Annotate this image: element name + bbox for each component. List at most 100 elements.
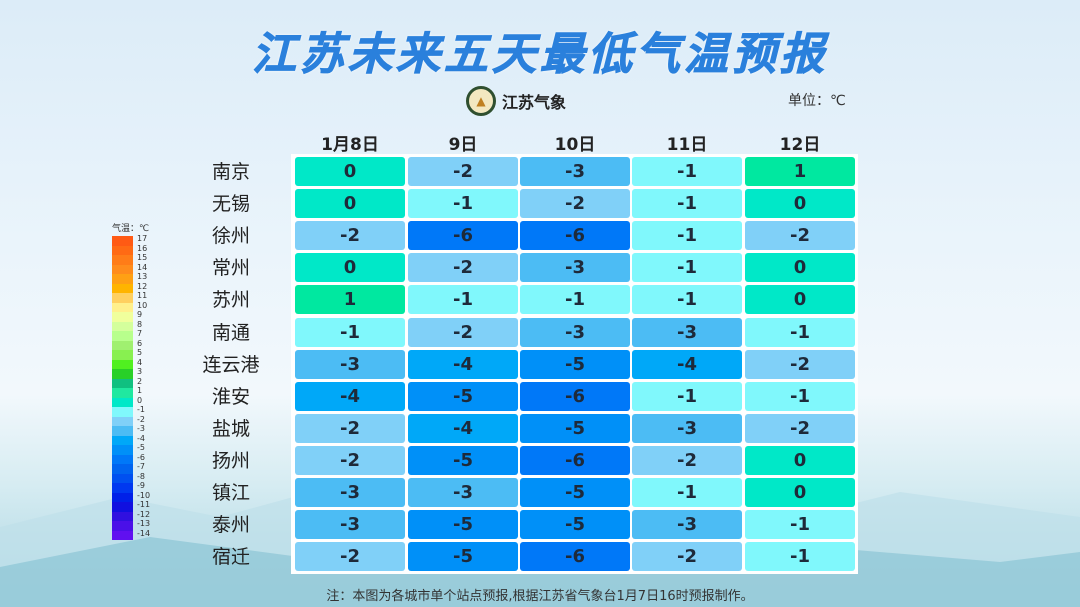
city-label: 镇江: [211, 482, 250, 504]
legend-label: 9: [137, 310, 143, 319]
temperature-cell: -1: [520, 285, 630, 315]
temperature-cell: -2: [295, 221, 405, 251]
logo: ▲ 江苏气象: [466, 86, 566, 116]
temperature-cell: -1: [632, 157, 742, 186]
legend-swatch: -3: [112, 424, 145, 436]
page-title: 江苏未来五天最低气温预报: [252, 29, 828, 81]
pagoda-emblem-icon: ▲: [466, 86, 496, 116]
temperature-cell: -3: [520, 317, 630, 347]
legend-swatch: -7: [112, 462, 145, 474]
temperature-cell: -1: [632, 221, 742, 251]
temperature-cell: 0: [745, 478, 855, 507]
legend-swatch: 2: [112, 377, 142, 388]
temperature-cell: -6: [520, 221, 630, 251]
temperature-cell: -2: [408, 253, 518, 283]
legend-label: 0: [137, 395, 143, 405]
legend-swatch: -1: [112, 405, 145, 417]
legend-label: 8: [137, 319, 143, 329]
temperature-cell: -3: [632, 413, 742, 443]
legend-swatch: 0: [112, 396, 142, 407]
temperature-cell: -1: [745, 510, 855, 540]
legend-label: 14: [137, 262, 148, 272]
legend-swatch: -4: [112, 434, 145, 445]
legend-swatch: -5: [112, 443, 145, 455]
legend-swatch: -8: [112, 472, 145, 483]
legend-label: 7: [137, 329, 143, 338]
column-header: 12日: [779, 135, 821, 155]
legend-label: 17: [137, 234, 148, 243]
city-label: 连云港: [202, 353, 260, 376]
temperature-cell: -2: [745, 221, 855, 251]
legend-swatch: -11: [112, 500, 150, 512]
legend-label: -9: [137, 481, 145, 490]
temperature-cell: -2: [745, 349, 855, 379]
column-header: 11日: [666, 135, 708, 155]
temperature-cell: 0: [745, 445, 855, 475]
temperature-cell: 0: [295, 189, 405, 219]
temperature-cell: -6: [520, 542, 630, 572]
legend-swatch: -12: [112, 510, 150, 521]
legend-label: -4: [137, 433, 145, 443]
temperature-cell: -5: [408, 510, 518, 540]
temperature-cell: -5: [408, 542, 518, 572]
legend-swatch: -2: [112, 415, 145, 426]
city-label: 苏州: [211, 289, 250, 312]
temperature-cell: -1: [745, 317, 855, 347]
temperature-cell: -2: [745, 413, 855, 443]
legend-swatch: 3: [112, 367, 142, 379]
city-label: 南通: [211, 321, 250, 344]
temperature-cell: -1: [408, 189, 518, 219]
temperature-cell: -5: [408, 381, 518, 411]
column-header: 1月8日: [321, 135, 379, 155]
temperature-cell: 1: [295, 285, 405, 315]
temperature-cell: -5: [520, 478, 630, 507]
temperature-cell: 0: [745, 285, 855, 315]
legend-swatch: 17: [112, 234, 147, 246]
legend-swatch: 14: [112, 263, 147, 274]
temperature-cell: -1: [632, 381, 742, 411]
legend-label: -14: [137, 528, 151, 538]
legend-swatch: 5: [112, 348, 142, 360]
temperature-cell: -3: [520, 253, 630, 283]
legend-label: -13: [137, 519, 151, 528]
legend-swatch: 10: [112, 301, 147, 312]
legend-label: -8: [137, 471, 145, 481]
temperature-cell: 1: [745, 157, 855, 186]
temperature-cell: -6: [520, 381, 630, 411]
legend-swatch: 9: [112, 310, 142, 322]
city-label: 常州: [211, 257, 250, 280]
column-header: 9日: [448, 135, 478, 155]
temperature-cell: -3: [295, 349, 405, 379]
legend-label: -2: [137, 414, 145, 424]
temperature-cell: -2: [295, 445, 405, 475]
temperature-cell: -4: [295, 381, 405, 411]
temperature-cell: -3: [295, 510, 405, 540]
legend-label: -1: [137, 405, 145, 414]
legend-swatch: 11: [112, 291, 147, 303]
legend-label: 2: [137, 376, 143, 386]
city-label: 淮安: [211, 385, 250, 408]
legend-swatch: -14: [112, 529, 150, 540]
legend-label: 16: [137, 243, 148, 253]
legend-swatch: 6: [112, 339, 142, 350]
legend-label: 4: [137, 357, 143, 367]
legend-label: 3: [137, 367, 143, 376]
legend-swatch: 16: [112, 244, 147, 255]
legend-swatch: -9: [112, 481, 145, 493]
legend-label: -12: [137, 509, 151, 519]
temperature-cell: -3: [632, 317, 742, 347]
city-label: 泰州: [211, 514, 250, 537]
temperature-cell: -1: [745, 381, 855, 411]
temperature-cell: -6: [520, 445, 630, 475]
city-label: 徐州: [211, 225, 250, 248]
legend-label: -3: [137, 424, 145, 433]
legend-label: 10: [137, 300, 148, 310]
temperature-cell: -1: [632, 285, 742, 315]
temperature-cell: 0: [745, 189, 855, 219]
temperature-cell: -1: [632, 189, 742, 219]
legend-swatch: 4: [112, 358, 142, 369]
city-label: 扬州: [211, 449, 250, 472]
legend-label: 15: [137, 253, 148, 262]
temperature-cell: -1: [408, 285, 518, 315]
temperature-cell: -5: [520, 349, 630, 379]
